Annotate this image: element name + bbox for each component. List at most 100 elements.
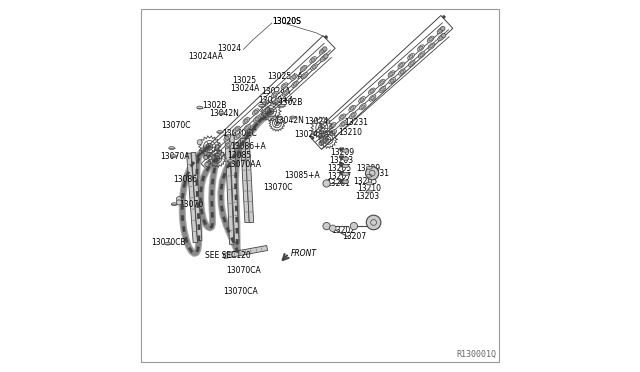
- Ellipse shape: [284, 91, 287, 95]
- Text: R130001Q: R130001Q: [457, 350, 497, 359]
- Ellipse shape: [370, 89, 374, 93]
- Circle shape: [324, 36, 328, 38]
- Circle shape: [366, 215, 381, 230]
- Text: 13207: 13207: [327, 171, 351, 181]
- Ellipse shape: [369, 95, 376, 101]
- Ellipse shape: [388, 71, 395, 77]
- Ellipse shape: [196, 106, 203, 109]
- Text: 13024A: 13024A: [262, 87, 291, 96]
- Ellipse shape: [303, 74, 307, 77]
- Ellipse shape: [342, 164, 349, 168]
- Ellipse shape: [332, 131, 335, 134]
- Ellipse shape: [262, 100, 269, 106]
- Circle shape: [197, 158, 200, 161]
- Circle shape: [177, 196, 182, 202]
- Ellipse shape: [271, 92, 278, 98]
- Circle shape: [177, 200, 182, 205]
- Ellipse shape: [399, 64, 403, 67]
- Polygon shape: [187, 153, 198, 243]
- Circle shape: [442, 33, 446, 38]
- Text: 13086+A: 13086+A: [230, 142, 266, 151]
- Polygon shape: [241, 138, 249, 222]
- Ellipse shape: [246, 126, 249, 129]
- Ellipse shape: [408, 54, 414, 60]
- Text: FRONT: FRONT: [291, 248, 317, 257]
- Text: 13210: 13210: [338, 128, 362, 137]
- Ellipse shape: [429, 45, 433, 48]
- Ellipse shape: [330, 129, 337, 136]
- Ellipse shape: [234, 133, 241, 140]
- Ellipse shape: [217, 152, 221, 155]
- Ellipse shape: [225, 142, 232, 148]
- Circle shape: [318, 134, 323, 138]
- Circle shape: [441, 26, 445, 31]
- Ellipse shape: [420, 53, 424, 57]
- Ellipse shape: [310, 57, 316, 63]
- Ellipse shape: [361, 105, 365, 108]
- Text: 13070CA: 13070CA: [227, 266, 261, 275]
- Ellipse shape: [273, 99, 279, 105]
- Ellipse shape: [206, 154, 210, 157]
- Text: SEE SEC120: SEE SEC120: [205, 251, 251, 260]
- Ellipse shape: [224, 135, 230, 141]
- Ellipse shape: [438, 35, 445, 41]
- Circle shape: [330, 225, 336, 231]
- Polygon shape: [230, 135, 239, 243]
- Ellipse shape: [409, 55, 413, 58]
- Ellipse shape: [408, 60, 415, 67]
- Ellipse shape: [172, 203, 177, 206]
- Ellipse shape: [312, 65, 316, 69]
- Ellipse shape: [255, 117, 259, 121]
- Circle shape: [269, 110, 272, 112]
- Ellipse shape: [281, 83, 288, 89]
- Ellipse shape: [235, 128, 239, 131]
- Ellipse shape: [320, 55, 327, 61]
- Text: 1302B: 1302B: [202, 101, 227, 110]
- Ellipse shape: [331, 124, 334, 127]
- Text: 13020S: 13020S: [272, 17, 301, 26]
- Text: 13070: 13070: [180, 200, 204, 209]
- Ellipse shape: [400, 70, 404, 74]
- Ellipse shape: [371, 96, 374, 100]
- Ellipse shape: [366, 166, 372, 169]
- Ellipse shape: [282, 90, 289, 96]
- Ellipse shape: [319, 131, 326, 137]
- Ellipse shape: [419, 46, 422, 49]
- Ellipse shape: [398, 62, 404, 68]
- Ellipse shape: [291, 74, 297, 80]
- Polygon shape: [225, 135, 234, 244]
- Ellipse shape: [342, 180, 349, 183]
- Ellipse shape: [358, 97, 365, 103]
- Ellipse shape: [366, 182, 372, 185]
- Ellipse shape: [292, 81, 298, 87]
- Ellipse shape: [350, 107, 354, 110]
- Text: 13070CB: 13070CB: [152, 238, 186, 247]
- Text: 13025+A: 13025+A: [267, 72, 303, 81]
- Text: 13042N: 13042N: [275, 116, 304, 125]
- Ellipse shape: [263, 107, 269, 113]
- Text: 13086: 13086: [173, 175, 198, 184]
- Ellipse shape: [322, 140, 325, 143]
- Text: 13070CA: 13070CA: [223, 287, 258, 296]
- Ellipse shape: [169, 147, 175, 150]
- Text: 13203: 13203: [355, 192, 380, 201]
- Ellipse shape: [243, 118, 250, 124]
- Text: 13209: 13209: [330, 148, 355, 157]
- Text: 13231: 13231: [365, 169, 390, 178]
- Circle shape: [323, 47, 327, 51]
- Ellipse shape: [437, 28, 444, 34]
- Ellipse shape: [366, 174, 372, 177]
- Ellipse shape: [322, 57, 325, 60]
- Polygon shape: [223, 246, 268, 259]
- Ellipse shape: [428, 36, 434, 42]
- Ellipse shape: [311, 64, 317, 70]
- Ellipse shape: [259, 104, 264, 107]
- Ellipse shape: [321, 49, 324, 53]
- Ellipse shape: [225, 136, 229, 140]
- Circle shape: [327, 138, 329, 141]
- Ellipse shape: [274, 100, 278, 103]
- Ellipse shape: [366, 190, 372, 193]
- Text: 13024AA: 13024AA: [294, 131, 329, 140]
- Text: 13070AA: 13070AA: [226, 160, 261, 169]
- Ellipse shape: [360, 98, 364, 102]
